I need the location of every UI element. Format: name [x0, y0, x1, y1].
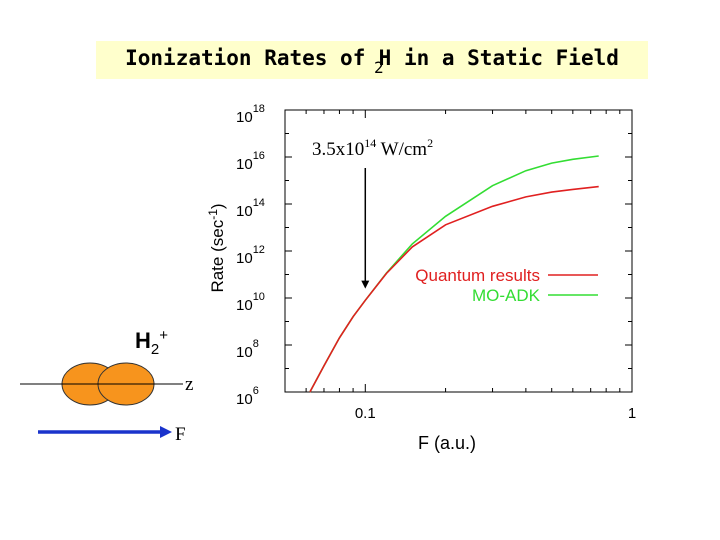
y-tick-label: 1018	[236, 103, 265, 126]
title-h: H	[378, 46, 392, 70]
x-tick-label: 1	[628, 405, 636, 422]
y-tick-label: 106	[236, 385, 259, 408]
z-axis-label: z	[185, 374, 193, 395]
series-line-quantum-results	[309, 185, 599, 393]
annotation-label: 3.5x1014 W/cm2	[312, 136, 433, 160]
title-prefix: Ionization Rates of	[125, 46, 378, 70]
x-axis-label: F (a.u.)	[418, 433, 476, 453]
legend-label: MO-ADK	[472, 286, 541, 305]
title-box: Ionization Rates of 2H in a Static Field	[96, 41, 648, 79]
y-tick-label: 108	[236, 338, 259, 361]
annotation-arrow-head	[361, 280, 370, 289]
legend-label: Quantum results	[415, 266, 540, 285]
slide-title: Ionization Rates of 2H in a Static Field	[96, 46, 648, 77]
field-arrow-head	[160, 426, 172, 438]
y-tick-label: 1012	[236, 244, 265, 267]
title-subscript: 2	[374, 58, 384, 77]
h2-plus-label: H2+	[135, 327, 168, 358]
title-suffix: in a Static Field	[391, 46, 619, 70]
y-tick-label: 1010	[236, 291, 265, 314]
x-tick-label: 0.1	[355, 405, 376, 422]
field-label: F	[175, 424, 186, 445]
y-tick-label: 1016	[236, 150, 265, 173]
y-axis-label: Rate (sec-1)	[206, 203, 227, 292]
y-tick-label: 1014	[236, 197, 265, 220]
